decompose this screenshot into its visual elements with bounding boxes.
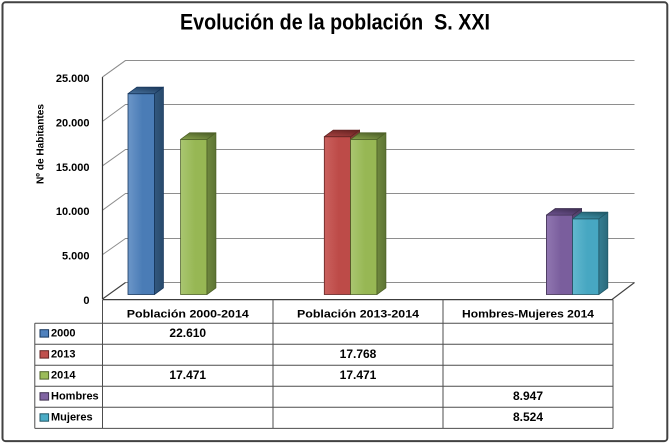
svg-text:0: 0 — [83, 295, 89, 307]
svg-text:Evolución de la población S.: Evolución de la población S. XXI — [180, 9, 490, 34]
svg-text:25.000: 25.000 — [56, 73, 90, 85]
svg-text:17.471: 17.471 — [169, 368, 206, 382]
svg-text:20.000: 20.000 — [56, 117, 90, 129]
svg-text:Nº de Habitantes: Nº de Habitantes — [35, 104, 47, 184]
svg-text:5.000: 5.000 — [62, 251, 90, 263]
svg-text:10.000: 10.000 — [56, 206, 90, 218]
svg-text:Hombres-Mujeres 2014: Hombres-Mujeres 2014 — [462, 308, 595, 320]
svg-text:Población 2000-2014: Población 2000-2014 — [127, 308, 250, 320]
svg-text:2013: 2013 — [51, 349, 75, 361]
svg-text:15.000: 15.000 — [56, 162, 90, 174]
svg-text:Hombres: Hombres — [51, 391, 99, 403]
svg-text:8.524: 8.524 — [513, 410, 543, 424]
svg-text:22.610: 22.610 — [169, 326, 206, 340]
svg-text:Mujeres: Mujeres — [51, 412, 93, 424]
svg-text:17.471: 17.471 — [340, 368, 377, 382]
svg-text:2000: 2000 — [51, 328, 75, 340]
svg-text:2014: 2014 — [51, 370, 76, 382]
svg-text:17.768: 17.768 — [340, 347, 377, 361]
svg-text:8.947: 8.947 — [513, 389, 543, 403]
svg-text:Población 2013-2014: Población 2013-2014 — [297, 308, 420, 320]
